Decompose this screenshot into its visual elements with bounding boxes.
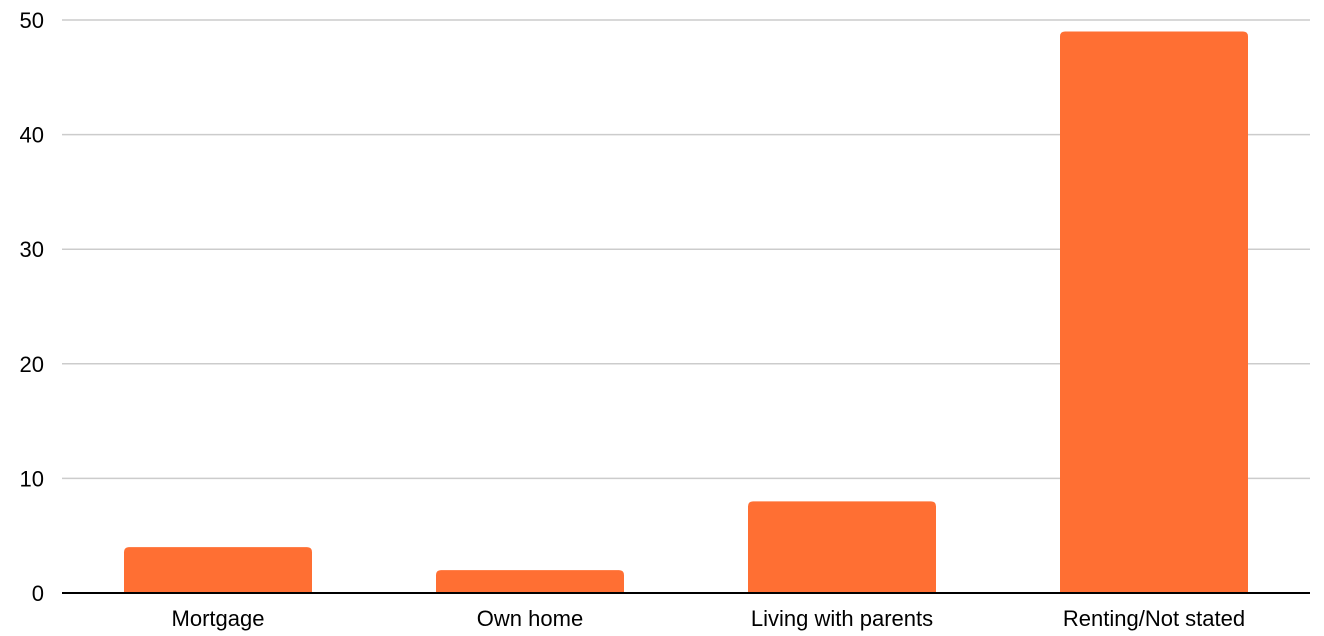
bar-own-home	[436, 570, 624, 593]
x-category-label: Living with parents	[751, 606, 933, 631]
bar-living-with-parents	[748, 501, 936, 593]
y-tick-label: 10	[20, 466, 44, 491]
y-tick-label: 50	[20, 8, 44, 33]
y-tick-label: 30	[20, 237, 44, 262]
x-category-label: Mortgage	[172, 606, 265, 631]
y-tick-label: 40	[20, 123, 44, 148]
x-category-label: Own home	[477, 606, 583, 631]
bar-mortgage	[124, 547, 312, 593]
y-axis-tick-labels: 0 10 20 30 40 50	[20, 8, 44, 606]
bar-renting-not-stated	[1060, 31, 1248, 593]
x-category-label: Renting/Not stated	[1063, 606, 1245, 631]
x-axis-category-labels: Mortgage Own home Living with parents Renti…	[172, 606, 1246, 631]
bars	[124, 31, 1248, 593]
y-tick-label: 20	[20, 352, 44, 377]
y-tick-label: 0	[32, 581, 44, 606]
